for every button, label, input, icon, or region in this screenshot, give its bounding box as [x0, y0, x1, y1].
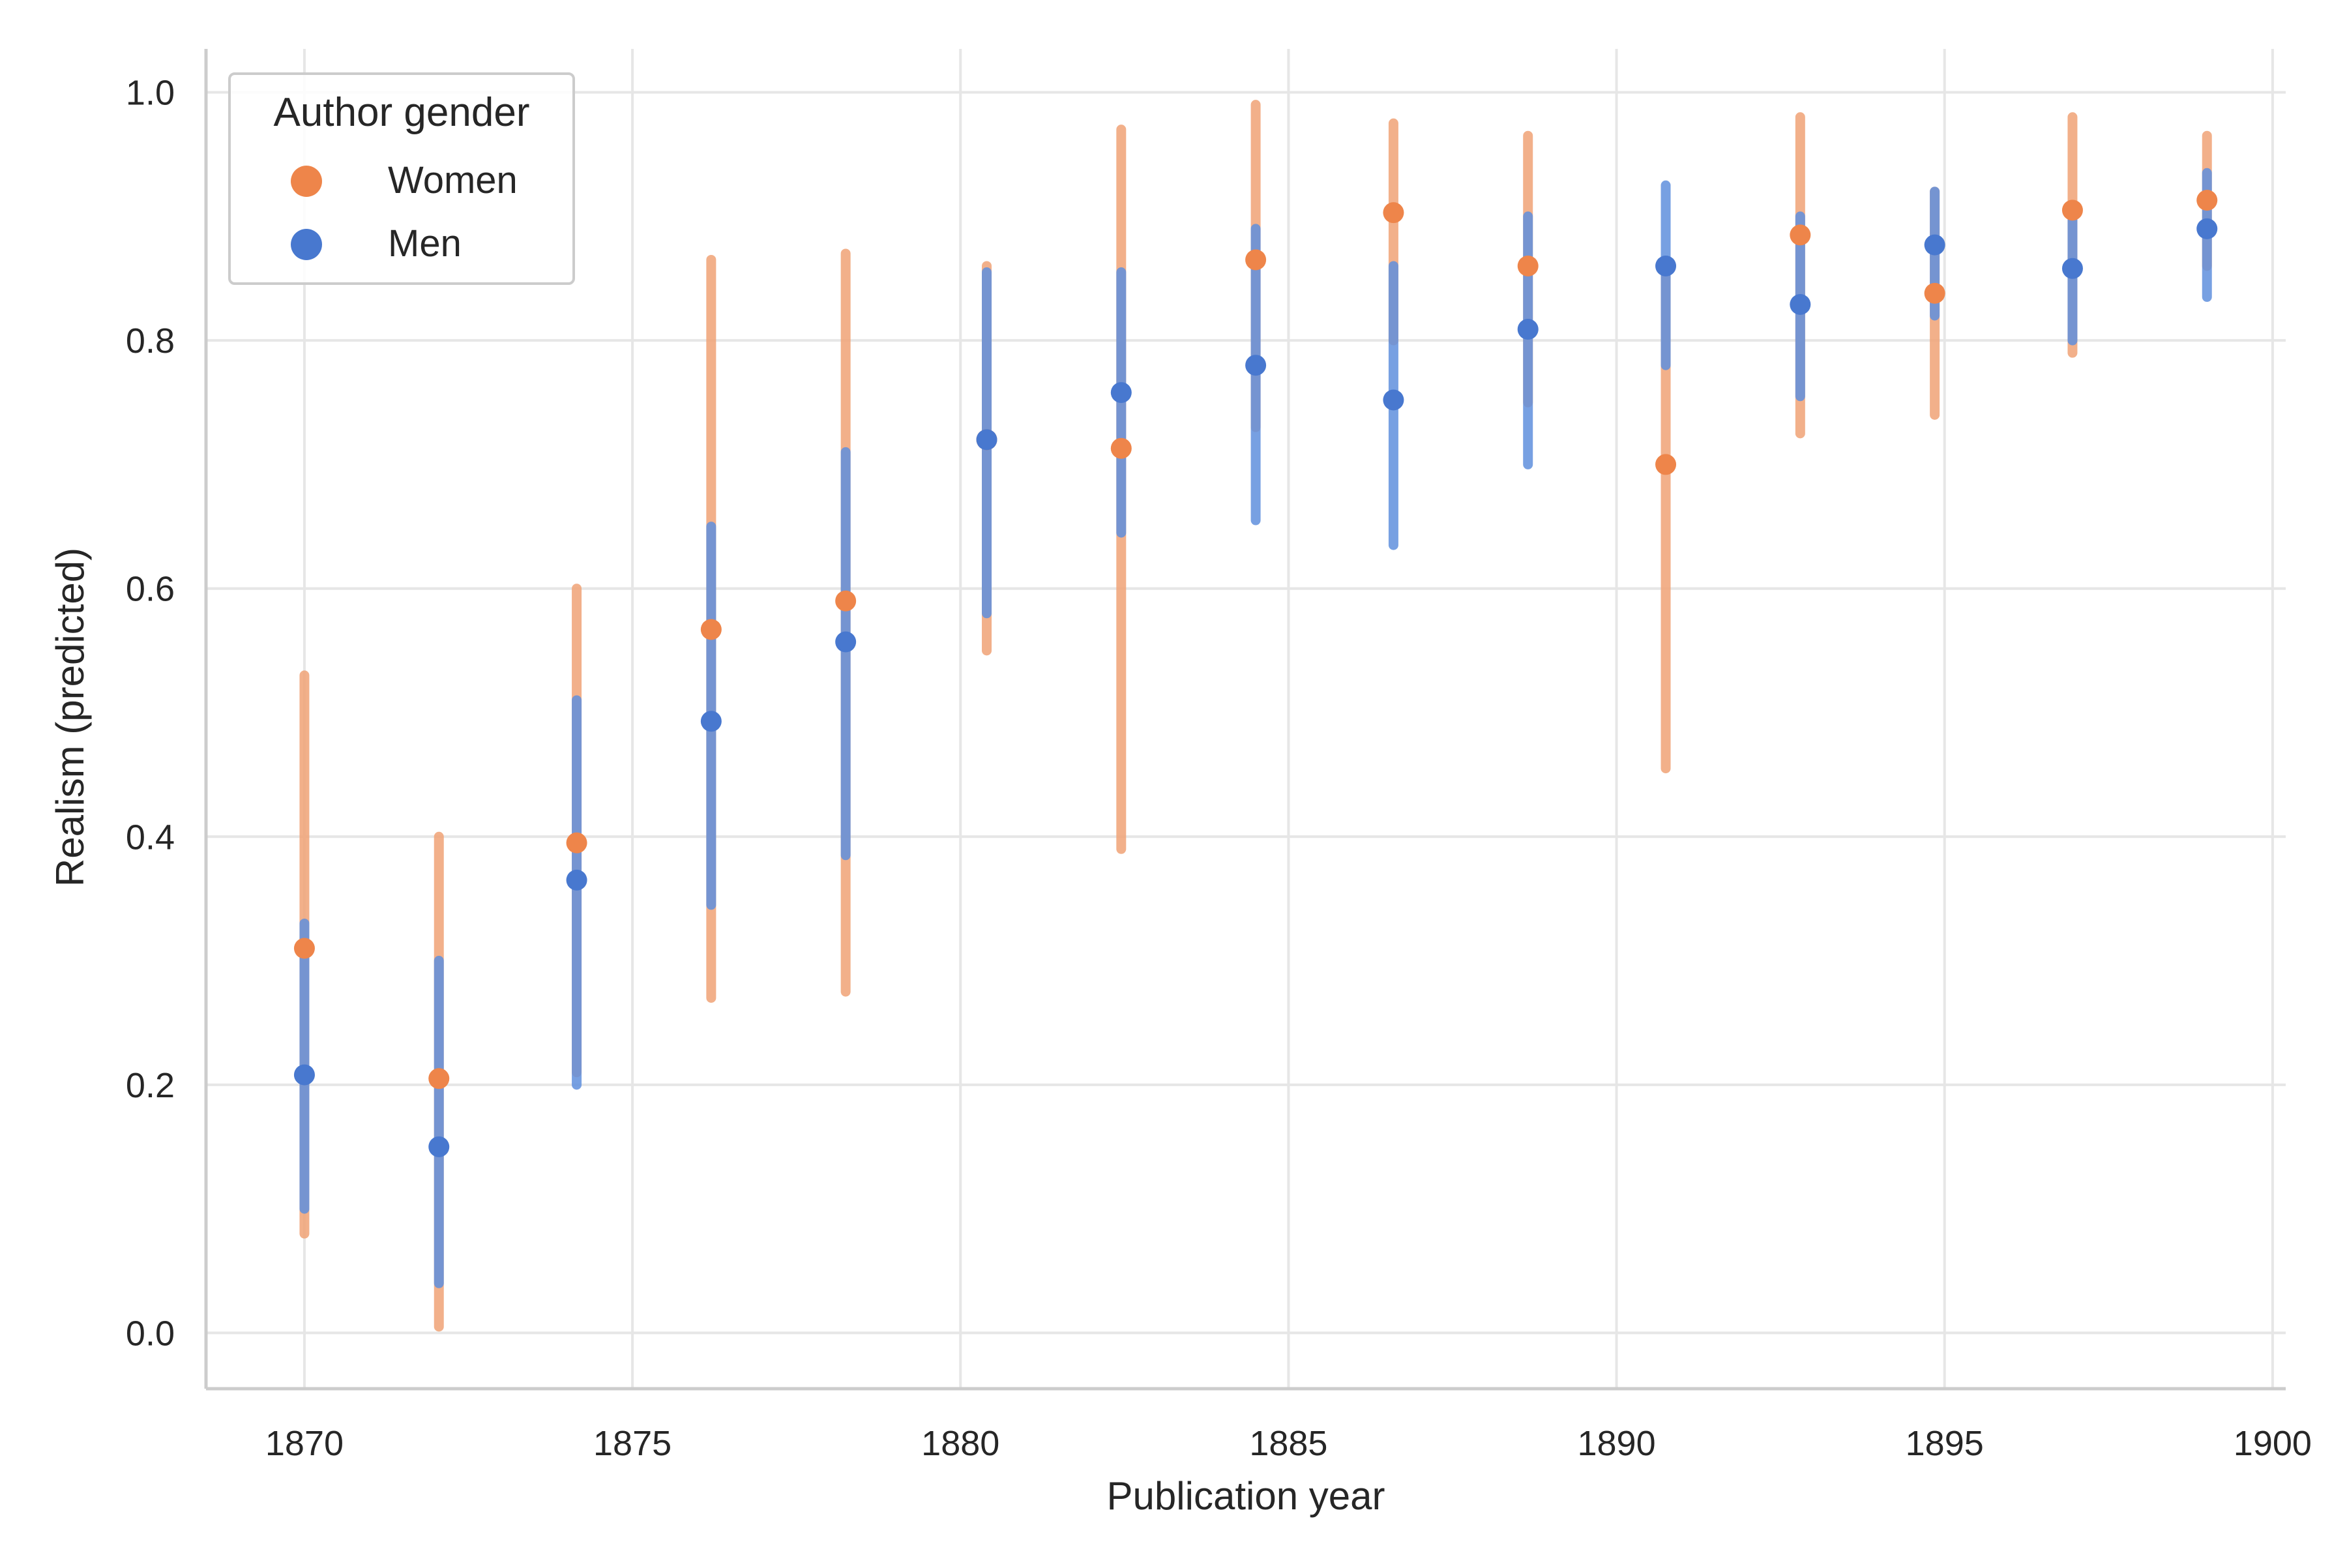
- data-point-women: [700, 619, 722, 640]
- legend: Author gender Women Men: [228, 72, 575, 285]
- data-point-women: [293, 938, 315, 959]
- x-tick-label: 1890: [1577, 1424, 1655, 1463]
- data-point-men: [1790, 293, 1811, 315]
- y-tick-label: 0.8: [126, 321, 175, 361]
- x-tick-label: 1870: [265, 1424, 344, 1463]
- data-point-men: [1517, 319, 1539, 340]
- data-point-men: [1110, 382, 1132, 404]
- data-point-men: [976, 429, 997, 451]
- legend-label-men: Men: [388, 222, 462, 265]
- legend-marker-women: [291, 166, 322, 197]
- tick-labels: 1870 1875 1880 1885 1890 1895 1900 0.0 0.2 0.4 0.6…: [126, 74, 2312, 1463]
- data-point-women: [2061, 200, 2083, 221]
- data-point-women: [1924, 282, 1945, 304]
- x-tick-label: 1895: [1906, 1424, 1984, 1463]
- legend-frame: [228, 72, 575, 285]
- data-point-men: [566, 869, 587, 891]
- data-points: [293, 190, 2218, 1157]
- data-point-men: [428, 1136, 450, 1157]
- data-point-men: [835, 631, 857, 653]
- data-point-women: [1655, 454, 1677, 475]
- data-point-women: [566, 832, 587, 853]
- data-point-men: [1655, 255, 1677, 276]
- data-point-women: [1110, 437, 1132, 459]
- data-point-men: [1245, 355, 1267, 376]
- axes: [204, 49, 2286, 1391]
- x-axis-label: Publication year: [1107, 1474, 1385, 1518]
- data-point-women: [428, 1068, 450, 1089]
- data-point-women: [1383, 202, 1404, 224]
- y-axis-label: Realism (predicted): [48, 548, 92, 887]
- grid: [206, 49, 2286, 1389]
- x-tick-label: 1875: [593, 1424, 672, 1463]
- data-point-men: [2061, 258, 2083, 279]
- legend-marker-men: [291, 229, 322, 260]
- data-point-women: [1245, 249, 1267, 271]
- y-tick-label: 0.0: [126, 1314, 175, 1353]
- data-point-women: [835, 590, 857, 612]
- legend-label-women: Women: [388, 159, 518, 201]
- data-point-men: [1383, 389, 1404, 411]
- y-tick-label: 1.0: [126, 74, 175, 113]
- data-point-men: [700, 711, 722, 732]
- legend-title: Author gender: [274, 90, 530, 135]
- x-tick-label: 1900: [2234, 1424, 2312, 1463]
- x-tick-label: 1885: [1249, 1424, 1327, 1463]
- y-tick-label: 0.4: [126, 818, 175, 857]
- data-point-men: [293, 1064, 315, 1086]
- data-point-men: [1924, 234, 1945, 256]
- y-tick-label: 0.6: [126, 570, 175, 609]
- data-point-women: [1517, 255, 1539, 276]
- y-tick-label: 0.2: [126, 1066, 175, 1105]
- data-point-women: [1790, 224, 1811, 246]
- data-point-men: [2196, 218, 2218, 239]
- data-point-women: [2196, 190, 2218, 211]
- x-tick-label: 1880: [921, 1424, 999, 1463]
